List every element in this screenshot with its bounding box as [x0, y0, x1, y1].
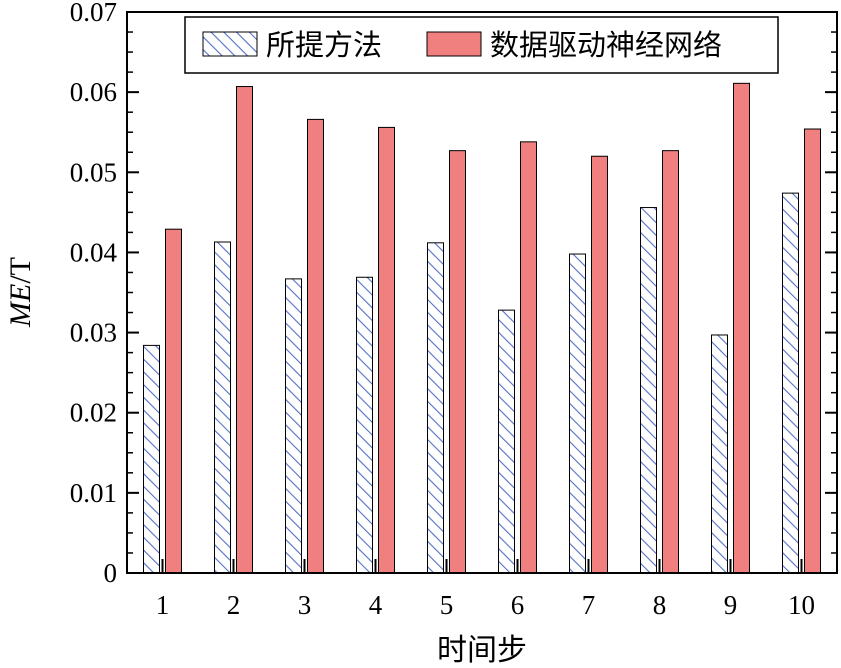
y-tick-label: 0.03	[70, 318, 117, 348]
legend-swatch-series-2	[426, 31, 482, 57]
y-tick-label: 0.06	[70, 77, 117, 107]
x-tick-label: 3	[298, 590, 312, 620]
bar-series-2-cat-9	[733, 82, 750, 574]
y-tick-label: 0	[104, 558, 118, 588]
y-tick-label: 0.04	[70, 237, 118, 267]
bar-series-2-cat-5	[449, 150, 466, 574]
legend-label-series-2: 数据驱动神经网络	[490, 29, 722, 62]
bar-series-1-cat-6	[498, 309, 515, 574]
x-tick-label: 7	[582, 590, 596, 620]
bar-series-2-cat-1	[165, 228, 182, 574]
y-tick-label: 0.01	[70, 478, 117, 508]
legend-swatch-series-1	[202, 31, 258, 57]
y-tick-label: 0.02	[70, 398, 117, 428]
bar-series-1-cat-1	[143, 344, 160, 574]
bar-series-1-cat-10	[782, 192, 799, 574]
bar-series-2-cat-2	[236, 86, 253, 574]
x-tick-label: 1	[156, 590, 170, 620]
legend-label-series-1: 所提方法	[266, 29, 382, 62]
axis-ticks: 1 2 3 4 5 6 7 8 9 10 0 0.01 0.02 0.03 0.04 0.05 0.06 0.07	[70, 0, 837, 620]
bar-series-2-cat-3	[307, 118, 324, 574]
y-tick-label: 0.07	[70, 0, 117, 27]
x-tick-label: 2	[227, 590, 241, 620]
y-axis-title: ME/T	[4, 257, 37, 328]
bar-series-1-cat-4	[356, 276, 373, 574]
legend: 所提方法 数据驱动神经网络	[184, 16, 779, 74]
x-tick-label: 6	[511, 590, 525, 620]
x-tick-label: 10	[788, 590, 815, 620]
x-axis-title: 时间步	[437, 634, 527, 667]
x-tick-label: 9	[724, 590, 738, 620]
x-tick-label: 4	[369, 590, 383, 620]
bar-series-2-cat-6	[520, 141, 537, 574]
bar-series-2-cat-7	[591, 155, 608, 574]
x-tick-label: 8	[653, 590, 667, 620]
bar-series-1-cat-8	[640, 207, 657, 574]
y-axis-title-unit: /T	[4, 257, 37, 284]
x-tick-label: 5	[440, 590, 454, 620]
bar-series-1-cat-9	[711, 334, 728, 574]
bar-series-1-cat-7	[569, 253, 586, 574]
y-axis-title-symbol: ME	[4, 284, 37, 328]
bars	[143, 82, 821, 574]
bar-series-1-cat-2	[214, 241, 231, 574]
bar-series-2-cat-8	[662, 150, 679, 574]
bar-series-1-cat-5	[427, 242, 444, 574]
bar-series-1-cat-3	[285, 278, 302, 574]
plot-frame	[126, 11, 838, 574]
bar-series-2-cat-4	[378, 126, 395, 574]
bar-series-2-cat-10	[804, 128, 821, 574]
y-tick-label: 0.05	[70, 157, 117, 187]
